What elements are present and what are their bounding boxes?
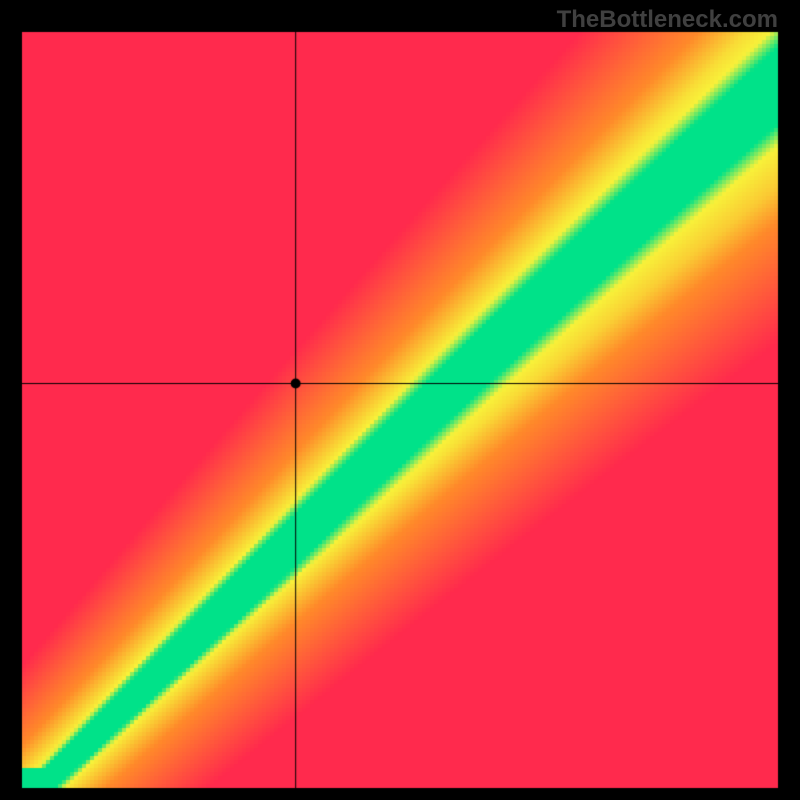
chart-container: { "watermark": "TheBottleneck.com", "cha… [0, 0, 800, 800]
watermark-text: TheBottleneck.com [557, 6, 778, 34]
bottleneck-heatmap [0, 0, 800, 800]
